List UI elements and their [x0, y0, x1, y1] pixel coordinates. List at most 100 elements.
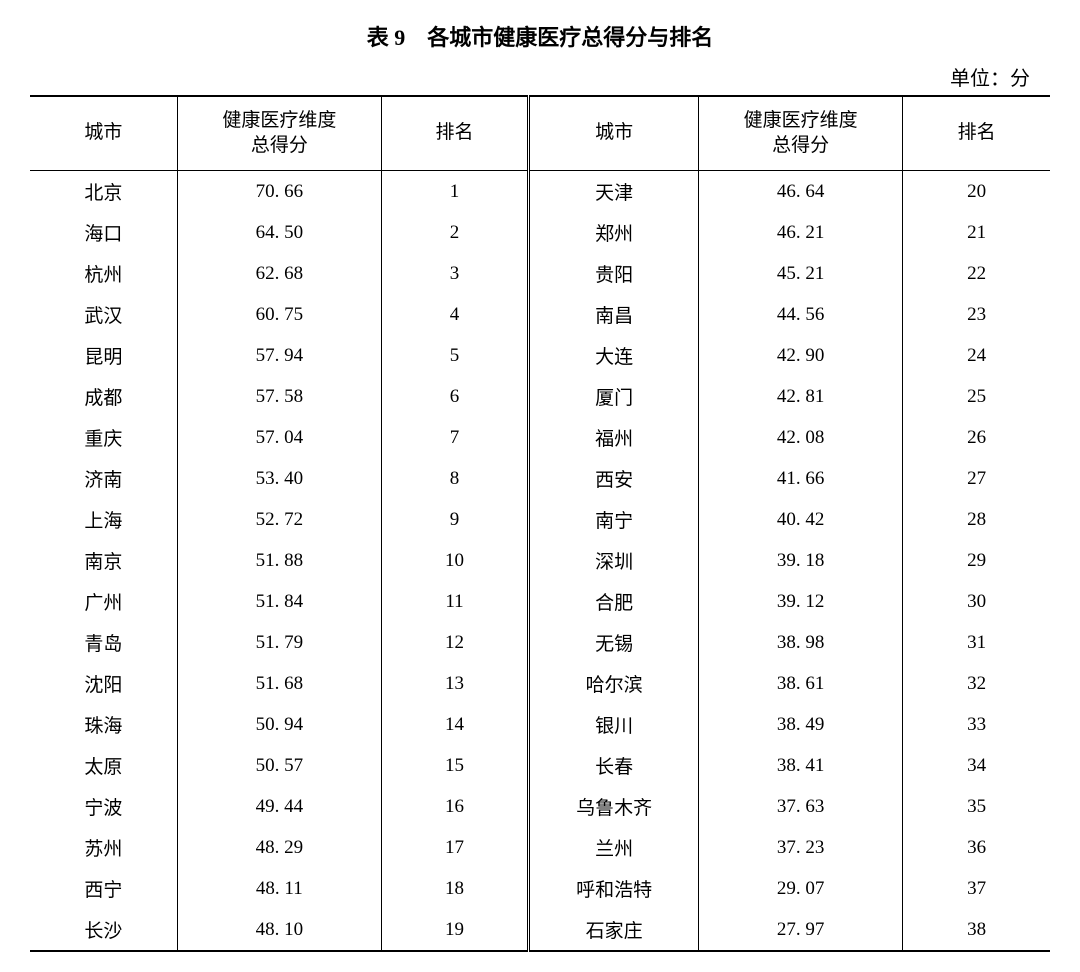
- table-row: 昆明57. 945大连42. 9024: [30, 335, 1050, 376]
- rank-cell: 23: [903, 294, 1050, 335]
- score-cell: 39. 18: [699, 540, 903, 581]
- rank-cell: 31: [903, 622, 1050, 663]
- score-cell: 60. 75: [177, 294, 381, 335]
- score-cell: 50. 57: [177, 745, 381, 786]
- city-cell: 杭州: [30, 253, 177, 294]
- city-cell: 福州: [529, 417, 699, 458]
- score-cell: 40. 42: [699, 499, 903, 540]
- rank-cell: 34: [903, 745, 1050, 786]
- rank-cell: 18: [381, 868, 528, 909]
- rank-cell: 29: [903, 540, 1050, 581]
- city-cell: 北京: [30, 171, 177, 213]
- table-row: 成都57. 586厦门42. 8125: [30, 376, 1050, 417]
- city-cell: 上海: [30, 499, 177, 540]
- score-cell: 44. 56: [699, 294, 903, 335]
- score-cell: 50. 94: [177, 704, 381, 745]
- rank-cell: 7: [381, 417, 528, 458]
- rank-cell: 21: [903, 212, 1050, 253]
- header-score-left: 健康医疗维度总得分: [177, 96, 381, 171]
- score-cell: 53. 40: [177, 458, 381, 499]
- rank-cell: 13: [381, 663, 528, 704]
- city-cell: 珠海: [30, 704, 177, 745]
- city-cell: 重庆: [30, 417, 177, 458]
- rank-cell: 19: [381, 909, 528, 951]
- score-cell: 64. 50: [177, 212, 381, 253]
- score-cell: 38. 98: [699, 622, 903, 663]
- city-cell: 贵阳: [529, 253, 699, 294]
- city-cell: 兰州: [529, 827, 699, 868]
- table-row: 北京70. 661天津46. 6420: [30, 171, 1050, 213]
- score-cell: 62. 68: [177, 253, 381, 294]
- header-rank-right: 排名: [903, 96, 1050, 171]
- city-cell: 深圳: [529, 540, 699, 581]
- city-cell: 成都: [30, 376, 177, 417]
- city-cell: 西宁: [30, 868, 177, 909]
- ranking-table: 城市 健康医疗维度总得分 排名 城市 健康医疗维度总得分 排名 北京70. 66…: [30, 95, 1050, 952]
- table-row: 沈阳51. 6813哈尔滨38. 6132: [30, 663, 1050, 704]
- table-row: 海口64. 502郑州46. 2121: [30, 212, 1050, 253]
- table-title: 表 9 各城市健康医疗总得分与排名: [30, 20, 1050, 52]
- city-cell: 南京: [30, 540, 177, 581]
- score-cell: 38. 61: [699, 663, 903, 704]
- rank-cell: 11: [381, 581, 528, 622]
- table-row: 武汉60. 754南昌44. 5623: [30, 294, 1050, 335]
- header-row: 城市 健康医疗维度总得分 排名 城市 健康医疗维度总得分 排名: [30, 96, 1050, 171]
- table-row: 青岛51. 7912无锡38. 9831: [30, 622, 1050, 663]
- rank-cell: 14: [381, 704, 528, 745]
- city-cell: 武汉: [30, 294, 177, 335]
- table-row: 南京51. 8810深圳39. 1829: [30, 540, 1050, 581]
- rank-cell: 16: [381, 786, 528, 827]
- rank-cell: 38: [903, 909, 1050, 951]
- header-rank-left: 排名: [381, 96, 528, 171]
- score-cell: 46. 64: [699, 171, 903, 213]
- score-cell: 51. 88: [177, 540, 381, 581]
- city-cell: 乌鲁木齐: [529, 786, 699, 827]
- city-cell: 无锡: [529, 622, 699, 663]
- rank-cell: 35: [903, 786, 1050, 827]
- rank-cell: 37: [903, 868, 1050, 909]
- city-cell: 济南: [30, 458, 177, 499]
- score-cell: 70. 66: [177, 171, 381, 213]
- score-cell: 46. 21: [699, 212, 903, 253]
- table-row: 上海52. 729南宁40. 4228: [30, 499, 1050, 540]
- city-cell: 哈尔滨: [529, 663, 699, 704]
- table-row: 广州51. 8411合肥39. 1230: [30, 581, 1050, 622]
- city-cell: 厦门: [529, 376, 699, 417]
- rank-cell: 3: [381, 253, 528, 294]
- city-cell: 青岛: [30, 622, 177, 663]
- table-body: 北京70. 661天津46. 6420海口64. 502郑州46. 2121杭州…: [30, 171, 1050, 952]
- header-city-right: 城市: [529, 96, 699, 171]
- score-cell: 51. 84: [177, 581, 381, 622]
- city-cell: 长沙: [30, 909, 177, 951]
- score-cell: 38. 49: [699, 704, 903, 745]
- score-cell: 57. 04: [177, 417, 381, 458]
- city-cell: 太原: [30, 745, 177, 786]
- rank-cell: 9: [381, 499, 528, 540]
- city-cell: 苏州: [30, 827, 177, 868]
- table-row: 宁波49. 4416乌鲁木齐37. 6335: [30, 786, 1050, 827]
- score-cell: 51. 68: [177, 663, 381, 704]
- table-row: 太原50. 5715长春38. 4134: [30, 745, 1050, 786]
- table-row: 苏州48. 2917兰州37. 2336: [30, 827, 1050, 868]
- score-cell: 39. 12: [699, 581, 903, 622]
- rank-cell: 36: [903, 827, 1050, 868]
- rank-cell: 28: [903, 499, 1050, 540]
- city-cell: 郑州: [529, 212, 699, 253]
- table-row: 杭州62. 683贵阳45. 2122: [30, 253, 1050, 294]
- city-cell: 呼和浩特: [529, 868, 699, 909]
- rank-cell: 6: [381, 376, 528, 417]
- score-cell: 27. 97: [699, 909, 903, 951]
- score-cell: 51. 79: [177, 622, 381, 663]
- city-cell: 沈阳: [30, 663, 177, 704]
- rank-cell: 2: [381, 212, 528, 253]
- city-cell: 广州: [30, 581, 177, 622]
- score-cell: 37. 23: [699, 827, 903, 868]
- score-cell: 48. 10: [177, 909, 381, 951]
- rank-cell: 4: [381, 294, 528, 335]
- rank-cell: 5: [381, 335, 528, 376]
- score-cell: 45. 21: [699, 253, 903, 294]
- city-cell: 宁波: [30, 786, 177, 827]
- header-city-left: 城市: [30, 96, 177, 171]
- city-cell: 石家庄: [529, 909, 699, 951]
- city-cell: 合肥: [529, 581, 699, 622]
